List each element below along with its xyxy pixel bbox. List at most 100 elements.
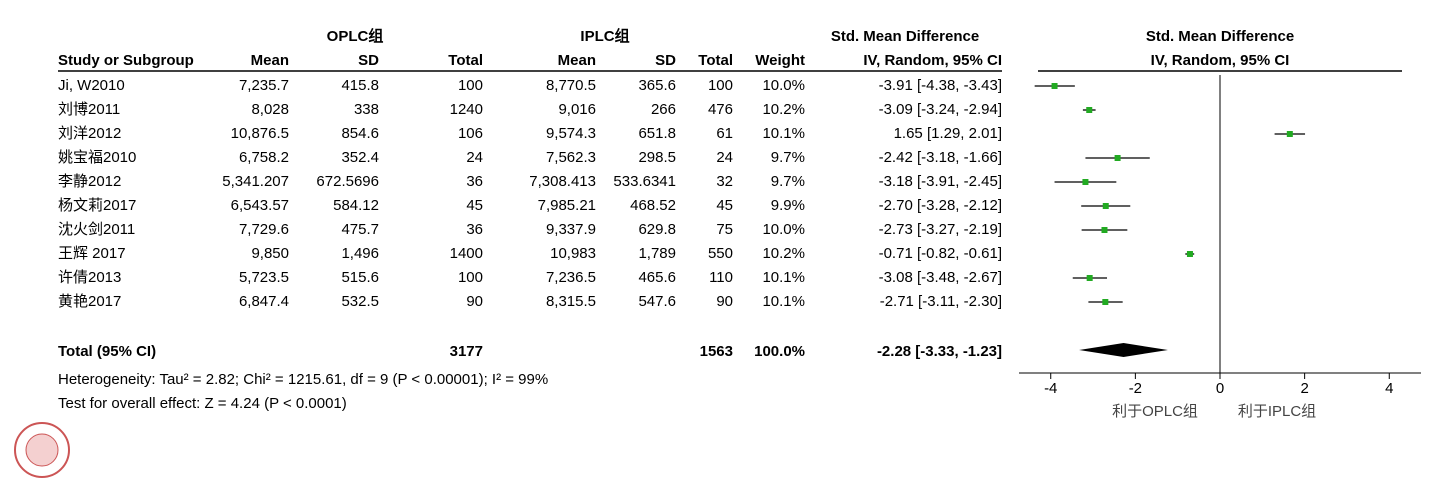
cell: 75 [716,221,733,238]
cell: Ji, W2010 [58,77,125,94]
cell: 10.2% [762,245,805,262]
column-header: Total [448,52,483,69]
cell: 9,850 [251,245,289,262]
cell: 338 [354,101,379,118]
cell: 7,729.6 [239,221,289,238]
x-tick-label: -4 [1044,380,1057,397]
cell: 90 [466,293,483,310]
cell: 1240 [450,101,483,118]
cell: -3.08 [-3.48, -2.67] [879,269,1002,286]
cell: 475.7 [341,221,379,238]
column-header: Mean [251,52,289,69]
cell: 24 [716,149,733,166]
cell: 465.6 [638,269,676,286]
column-header: IV, Random, 95% CI [863,52,1002,69]
cell: 1400 [450,245,483,262]
cell: 36 [466,173,483,190]
cell: 10.1% [762,293,805,310]
cell: 90 [716,293,733,310]
cell: 61 [716,125,733,142]
x-tick-label: -2 [1129,380,1142,397]
cell: 629.8 [638,221,676,238]
cell: 9,016 [558,101,596,118]
column-header: Weight [755,52,805,69]
x-tick-label: 2 [1300,380,1308,397]
group-header: Std. Mean Difference [831,28,979,45]
cell: 106 [458,125,483,142]
cell: 1.65 [1.29, 2.01] [894,125,1002,142]
cell: 298.5 [638,149,676,166]
cell: 110 [709,269,733,286]
cell: 9.7% [771,173,805,190]
column-header: SD [358,52,379,69]
cell: 7,985.21 [538,197,596,214]
cell: 854.6 [341,125,379,142]
cell: 45 [716,197,733,214]
cell: 10.0% [762,221,805,238]
cell: 7,562.3 [546,149,596,166]
cell: 533.6341 [613,173,676,190]
cell: 7,236.5 [546,269,596,286]
total-cell: 100.0% [754,343,805,360]
cell: 9,337.9 [546,221,596,238]
cell: 8,770.5 [546,77,596,94]
cell: 沈火剑2011 [58,221,135,238]
cell: 刘博2011 [58,101,120,118]
cell: 许倩2013 [58,269,121,286]
cell: 1,789 [638,245,676,262]
cell: -3.18 [-3.91, -2.45] [879,173,1002,190]
cell: 365.6 [638,77,676,94]
cell: 32 [716,173,733,190]
cell: 547.6 [638,293,676,310]
point-estimate [1082,179,1089,185]
total-cell: 1563 [700,343,733,360]
cell: 584.12 [333,197,379,214]
cell: 415.8 [341,77,379,94]
point-estimate [1186,251,1193,257]
cell: 10.1% [762,125,805,142]
heterogeneity: Heterogeneity: Tau² = 2.82; Chi² = 1215.… [58,371,548,388]
column-header: Mean [558,52,596,69]
cell: 266 [651,101,676,118]
x-tick-label: 0 [1216,380,1224,397]
cell: -2.42 [-3.18, -1.66] [879,149,1002,166]
cell: 36 [466,221,483,238]
cell: -0.71 [-0.82, -0.61] [879,245,1002,262]
cell: 杨文莉2017 [58,197,136,214]
cell: 651.8 [638,125,676,142]
cell: 550 [708,245,733,262]
cell: 黄艳2017 [58,293,121,310]
point-estimate [1286,131,1293,137]
logo [14,422,70,478]
point-estimate [1102,203,1109,209]
total-cell: 3177 [450,343,483,360]
cell: 9.9% [771,197,805,214]
group-header: OPLC组 [327,27,384,45]
point-estimate [1114,155,1121,161]
cell: 100 [458,77,483,94]
x-tick-label: 4 [1385,380,1393,397]
cell: 10.0% [762,77,805,94]
plot-title: Std. Mean Difference [1146,28,1294,45]
cell: 9,574.3 [546,125,596,142]
cell: 532.5 [341,293,379,310]
cell: 100 [708,77,733,94]
cell: 100 [458,269,483,286]
cell: -3.91 [-4.38, -3.43] [879,77,1002,94]
cell: 10,876.5 [231,125,289,142]
cell: 李静2012 [58,173,121,190]
cell: 5,341.207 [222,173,289,190]
favours-left: 利于OPLC组 [1112,403,1198,420]
point-estimate [1102,299,1109,305]
cell: 7,308.413 [529,173,596,190]
cell: 10,983 [550,245,596,262]
point-estimate [1051,83,1058,89]
cell: 1,496 [341,245,379,262]
cell: 刘洋2012 [58,125,121,142]
cell: 24 [466,149,483,166]
overall-effect: Test for overall effect: Z = 4.24 (P < 0… [58,395,347,412]
pooled-diamond [1079,343,1168,357]
cell: 10.1% [762,269,805,286]
cell: 6,758.2 [239,149,289,166]
